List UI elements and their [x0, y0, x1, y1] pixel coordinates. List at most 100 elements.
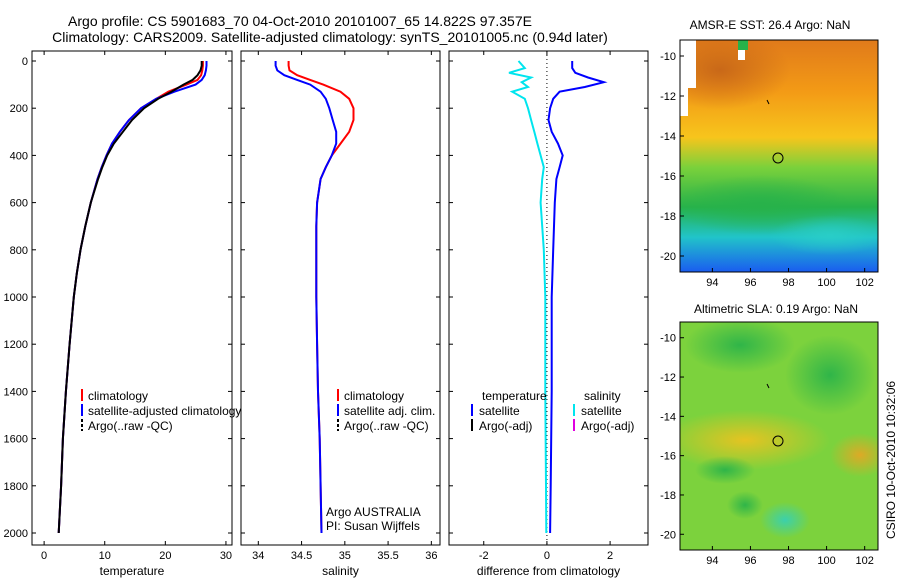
- sla-map-title: Altimetric SLA: 0.19 Argo: NaN: [694, 302, 858, 316]
- map-y-tick-label: -18: [660, 490, 676, 502]
- sst-warm-patch: [680, 40, 790, 110]
- y-tick-label: 0: [22, 56, 28, 68]
- map-y-tick-label: -14: [660, 131, 676, 143]
- map-x-tick-label: 102: [855, 555, 873, 567]
- legend-heading: temperature: [482, 389, 547, 403]
- sst-map: AMSR-E SST: 26.4 Argo: NaN 94 96 98 100 102 -…: [660, 18, 879, 289]
- series-line-satellite-adj-clim-: [274, 61, 338, 534]
- x-axis-label: salinity: [322, 564, 359, 578]
- legend-label: satellite adj. clim.: [344, 404, 435, 418]
- map-x-tick-label: 96: [744, 555, 756, 567]
- header-line1: Argo profile: CS 5901683_70 04-Oct-2010 …: [68, 13, 532, 29]
- temperature-profile-plot: 0 10 20 30 temperature 0 200 400 600 800 1000 1200 1…: [4, 50, 241, 578]
- x-tick-label: 10: [99, 550, 111, 562]
- map-y-tick-label: -16: [660, 171, 676, 183]
- argo-track-sla: [766, 383, 770, 389]
- series-line-climatology: [57, 61, 204, 534]
- map-x-tick-label: 100: [817, 555, 835, 567]
- sst-missing-1: [680, 40, 696, 88]
- sla-cyan-patch: [760, 502, 810, 538]
- y-tick-label: 1600: [4, 434, 28, 446]
- plot-frame: [240, 50, 441, 546]
- sla-green-patch-2: [785, 335, 875, 415]
- legend-label: Argo(-adj): [479, 419, 532, 433]
- sst-missing-4: [738, 50, 745, 60]
- difference-profile-plot: -2 0 2 difference from climatology temperatu…: [448, 50, 649, 578]
- series-line-salinity-satellite: [508, 60, 548, 534]
- map-y-tick-label: -20: [660, 529, 676, 541]
- sla-map-ticks: 94 96 98 100 102 -10 -12 -14 -16 -18 -20: [660, 333, 874, 567]
- x-tick-label: 35: [339, 550, 351, 562]
- argo-float-marker-sla: [772, 435, 784, 447]
- map-y-tick-label: -10: [660, 333, 676, 345]
- series-line-satellite-adjusted-climatology: [57, 61, 208, 534]
- x-tick-label: 36: [425, 550, 437, 562]
- map-x-tick-label: 96: [744, 277, 756, 289]
- map-x-tick-label: 98: [782, 277, 794, 289]
- sla-green-patch-4: [727, 491, 763, 519]
- annotation-text: PI: Susan Wijffels: [326, 519, 420, 533]
- y-tick-label: 200: [10, 103, 28, 115]
- x-tick-label: 30: [220, 550, 232, 562]
- y-tick-label: 2000: [4, 528, 28, 540]
- x-tick-label: 34.5: [291, 550, 312, 562]
- sla-green-patch-1: [685, 322, 795, 373]
- sst-map-title: AMSR-E SST: 26.4 Argo: NaN: [690, 18, 851, 32]
- y-tick-label: 1400: [4, 386, 28, 398]
- map-y-tick-label: -16: [660, 451, 676, 463]
- map-x-tick-label: 94: [706, 277, 718, 289]
- y-tick-label: 400: [10, 150, 28, 162]
- x-axis-label: difference from climatology: [477, 564, 620, 578]
- map-y-tick-label: -14: [660, 411, 676, 423]
- x-tick-label: 20: [159, 550, 171, 562]
- y-tick-label: 1800: [4, 481, 28, 493]
- x-tick-label: -2: [479, 550, 489, 562]
- legend-label: Argo(-adj): [581, 419, 634, 433]
- sla-map: Altimetric SLA: 0.19 Argo: NaN 94 96 98 100…: [660, 302, 879, 567]
- y-tick-label: 600: [10, 198, 28, 210]
- map-x-tick-label: 98: [782, 555, 794, 567]
- y-tick-label: 1200: [4, 339, 28, 351]
- legend: temperature salinitysatelliteArgo(-adj)sa…: [471, 389, 634, 433]
- sla-map-frame: [679, 321, 879, 551]
- y-tick-label: 800: [10, 245, 28, 257]
- plot-frame: [31, 50, 233, 546]
- argo-track: [766, 99, 770, 105]
- sst-missing-3: [738, 40, 748, 50]
- legend-label: Argo(..raw -QC): [344, 419, 429, 433]
- sla-yellow-patch-1: [680, 410, 830, 470]
- header-line2: Climatology: CARS2009. Satellite-adjuste…: [52, 29, 608, 45]
- side-label: CSIRO 10-Oct-2010 10:32:06: [884, 381, 898, 539]
- x-tick-label: 0: [41, 550, 47, 562]
- legend-label: satellite: [581, 404, 622, 418]
- map-x-tick-label: 100: [817, 277, 835, 289]
- map-y-tick-label: -20: [660, 251, 676, 263]
- x-tick-label: 34: [252, 550, 264, 562]
- salinity-profile-plot: 34 34.5 35 35.5 36 salinity climatologysatelli…: [240, 50, 441, 578]
- argo-float-marker: [772, 152, 784, 164]
- x-axis-label: temperature: [100, 564, 165, 578]
- plot-frame: [448, 50, 649, 546]
- sst-map-ticks: 94 96 98 100 102 -10 -12 -14 -16 -18 -20: [660, 51, 874, 289]
- x-tick-label: 0: [544, 550, 550, 562]
- legend-label: climatology: [88, 389, 148, 403]
- sst-map-frame: [679, 39, 879, 273]
- legend-label: climatology: [344, 389, 404, 403]
- y-tick-label: 1000: [4, 292, 28, 304]
- series-line-argo-raw-qc-: [57, 61, 203, 534]
- x-tick-label: 2: [607, 550, 613, 562]
- sst-missing-2: [680, 88, 688, 116]
- sst-cyan-patch: [770, 215, 878, 255]
- legend-heading: salinity: [584, 389, 621, 403]
- legend-label: satellite: [479, 404, 520, 418]
- map-x-tick-label: 102: [855, 277, 873, 289]
- legend-label: Argo(..raw -QC): [88, 419, 173, 433]
- sla-green-patch-3: [695, 456, 755, 484]
- legend-label: satellite-adjusted climatology: [88, 404, 241, 418]
- map-x-tick-label: 94: [706, 555, 718, 567]
- annotation-text: Argo AUSTRALIA: [326, 505, 421, 519]
- sla-yellow-patch-2: [830, 433, 878, 477]
- series-line-temperature-satellite: [547, 61, 608, 534]
